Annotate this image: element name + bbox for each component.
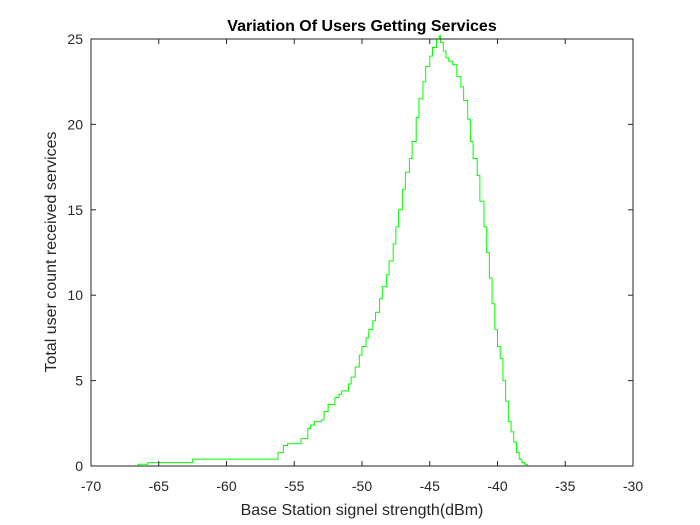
x-axis-label: Base Station signel strength(dBm) — [241, 502, 484, 519]
x-tick-label: -30 — [623, 478, 643, 494]
ticks-layer: -70 -65 -60 -55 -50 -45 -40 -35 -30 0 5 10 15 20 25 — [67, 31, 643, 494]
x-tick-label: -40 — [487, 478, 507, 494]
x-tick-label: -55 — [284, 478, 304, 494]
y-tick-label: 10 — [67, 287, 83, 303]
x-tick-label: -35 — [555, 478, 575, 494]
y-tick-label: 20 — [67, 116, 83, 132]
y-tick-label: 5 — [75, 373, 83, 389]
x-tick-label: -45 — [420, 478, 440, 494]
y-axis-label: Total user count received services — [43, 132, 60, 373]
chart-title: Variation Of Users Getting Services — [227, 18, 497, 35]
series-line — [91, 35, 633, 467]
plot-area — [91, 39, 633, 466]
y-tick-label: 0 — [75, 458, 83, 474]
series-layer — [91, 35, 633, 467]
x-tick-label: -50 — [352, 478, 372, 494]
x-tick-label: -70 — [81, 478, 101, 494]
x-tick-label: -60 — [216, 478, 236, 494]
y-tick-label: 15 — [67, 202, 83, 218]
y-tick-label: 25 — [67, 31, 83, 47]
x-tick-label: -65 — [149, 478, 169, 494]
